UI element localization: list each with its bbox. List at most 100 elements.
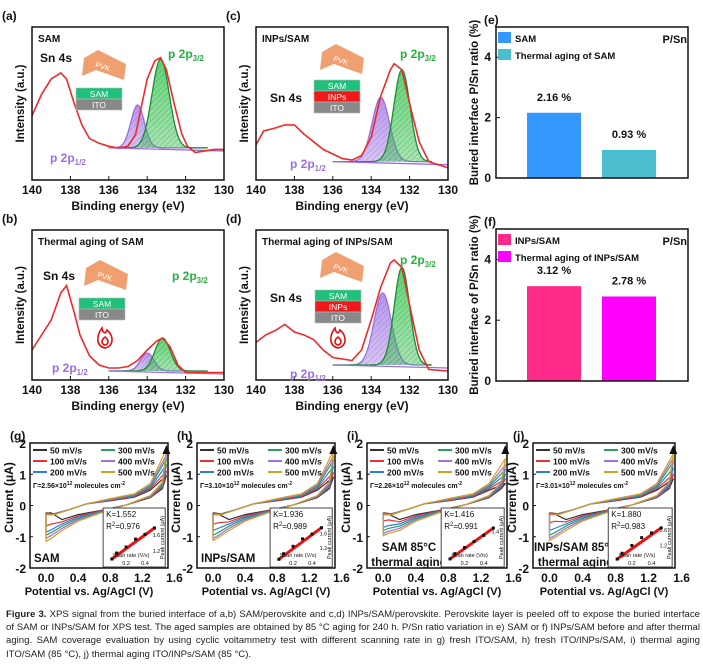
x-tick-label: 136 bbox=[99, 183, 119, 197]
x-axis-title: Binding energy (eV) bbox=[71, 199, 184, 213]
x-tick-label: 0.0 bbox=[541, 571, 558, 585]
panel-letter: (c) bbox=[226, 9, 241, 23]
inset-point bbox=[630, 543, 634, 547]
r-squared-label: R2=0.976 bbox=[106, 522, 140, 531]
inset-point bbox=[615, 557, 619, 561]
x-tick-label: 140 bbox=[246, 383, 266, 397]
panel-letter: (b) bbox=[2, 212, 17, 226]
text-part: Γ=2.26×10 bbox=[370, 483, 404, 490]
y-axis-title: Intensity (a.u.) bbox=[239, 64, 251, 142]
p2p12-label: p 2p1/2 bbox=[290, 367, 326, 383]
inset-point bbox=[659, 526, 663, 530]
legend-label: 100 mV/s bbox=[387, 457, 424, 467]
plot-frame bbox=[31, 229, 225, 381]
x-tick-label: 0.4 bbox=[237, 571, 254, 585]
x-tick-label: 0.8 bbox=[607, 571, 624, 585]
x-tick-label: 1.6 bbox=[505, 571, 522, 585]
text-part: p 2p bbox=[400, 253, 425, 267]
text-part: 1/2 bbox=[75, 158, 87, 167]
x-tick-label: 0.4 bbox=[574, 571, 591, 585]
y-axis-title: Intensity (a.u.) bbox=[239, 266, 251, 344]
inset-x-tick: 0.2 bbox=[461, 561, 469, 567]
p2p12-label: p 2p1/2 bbox=[290, 157, 326, 173]
sn-4s-label: Sn 4s bbox=[270, 291, 302, 305]
peak-hatch bbox=[332, 293, 433, 365]
y-tick-label: 2 bbox=[19, 437, 26, 451]
text-part: =0.983 bbox=[620, 522, 645, 531]
legend-label: 50 mV/s bbox=[387, 446, 419, 456]
layer-label: SAM bbox=[329, 291, 347, 301]
y-tick-label: 1 bbox=[186, 468, 193, 482]
text-part: p 2p bbox=[290, 157, 315, 171]
inset-point bbox=[448, 557, 452, 561]
y-tick-label: -2 bbox=[182, 562, 193, 576]
text-part: p 2p bbox=[50, 151, 75, 165]
legend-label: 100 mV/s bbox=[50, 457, 87, 467]
p2p32-label: p 2p3/2 bbox=[172, 269, 208, 285]
legend-swatch bbox=[498, 234, 511, 245]
envelope-curve bbox=[31, 283, 224, 374]
inset-point bbox=[620, 551, 624, 555]
text-part: 1/2 bbox=[315, 374, 327, 383]
legend-label: 100 mV/s bbox=[217, 457, 254, 467]
inset-y-tick: 1.6 bbox=[660, 528, 668, 534]
envelope-curve bbox=[255, 62, 449, 169]
cv-loop-5 bbox=[382, 458, 506, 537]
x-tick-label: 1.6 bbox=[333, 571, 350, 585]
x-tick-label: 130 bbox=[438, 383, 458, 397]
layer-label: ITO bbox=[92, 100, 106, 110]
sample-label: SAM bbox=[34, 553, 60, 565]
x-axis-title: Potential vs. Ag/AgCl (V) bbox=[25, 586, 154, 598]
caption-text: XPS signal from the buried interface of … bbox=[6, 609, 700, 660]
x-tick-label: 136 bbox=[99, 383, 119, 397]
bar-0 bbox=[527, 112, 581, 178]
y-tick-label: -2 bbox=[15, 562, 26, 576]
x-tick-label: 1.2 bbox=[301, 571, 318, 585]
x-tick-label: 132 bbox=[176, 183, 196, 197]
inset-fit-line bbox=[616, 526, 663, 561]
text-part: 12 bbox=[570, 481, 576, 487]
x-tick-label: 0.0 bbox=[205, 571, 222, 585]
surface-coverage-label: Γ=2.26×1012 molecules cm-2 bbox=[370, 481, 462, 490]
slope-label: K=1.936 bbox=[273, 510, 304, 519]
inset-x-tick: 0.2 bbox=[289, 561, 297, 567]
layer-ito bbox=[78, 308, 126, 321]
inset-x-title: Scan rate (V/s) bbox=[113, 553, 150, 559]
legend-label: 500 mV/s bbox=[118, 468, 155, 478]
panel-letter: (f) bbox=[484, 215, 496, 229]
panel-letter: (h) bbox=[177, 429, 192, 443]
text-part: =0.991 bbox=[453, 522, 478, 531]
inset-point bbox=[453, 552, 457, 556]
legend-label: 400 mV/s bbox=[118, 457, 155, 467]
x-tick-label: 134 bbox=[361, 383, 381, 397]
text-part: -2 bbox=[624, 481, 629, 487]
r-squared-label: R2=0.983 bbox=[611, 522, 645, 531]
xps-panel-b: 140 138 136 134 132 130 Binding energy (eV) Int… bbox=[2, 212, 234, 413]
inset-y-title: Peak current (μA) bbox=[499, 516, 505, 559]
panel-letter: (i) bbox=[347, 429, 358, 443]
x-tick-label: 0.0 bbox=[38, 571, 55, 585]
inset-y-tick: 1.4 bbox=[492, 529, 500, 535]
scan-direction-arrow bbox=[329, 445, 338, 454]
sample-label: SAM 85°C bbox=[382, 542, 436, 554]
x-axis-title: Potential vs. Ag/AgCl (V) bbox=[540, 586, 669, 598]
panel-letter: (g) bbox=[10, 429, 25, 443]
y-tick-label: -2 bbox=[352, 562, 363, 576]
inset-point bbox=[310, 532, 314, 536]
x-tick-label: 0.4 bbox=[70, 571, 87, 585]
sample-label: thermal aging bbox=[371, 557, 446, 569]
sn-4s-label: Sn 4s bbox=[43, 269, 75, 283]
xps-panel-d: 140 138 136 134 132 130 Binding energy (eV) Int… bbox=[226, 212, 458, 413]
inset-point bbox=[640, 536, 644, 540]
x-tick-label: 138 bbox=[60, 183, 80, 197]
text-part: -2 bbox=[458, 481, 463, 487]
pvk-label: PVK bbox=[94, 60, 111, 73]
legend-label: 300 mV/s bbox=[621, 446, 658, 456]
text-part: -2 bbox=[121, 481, 126, 487]
bar-1 bbox=[602, 296, 656, 381]
text-part: 2 bbox=[279, 522, 283, 528]
